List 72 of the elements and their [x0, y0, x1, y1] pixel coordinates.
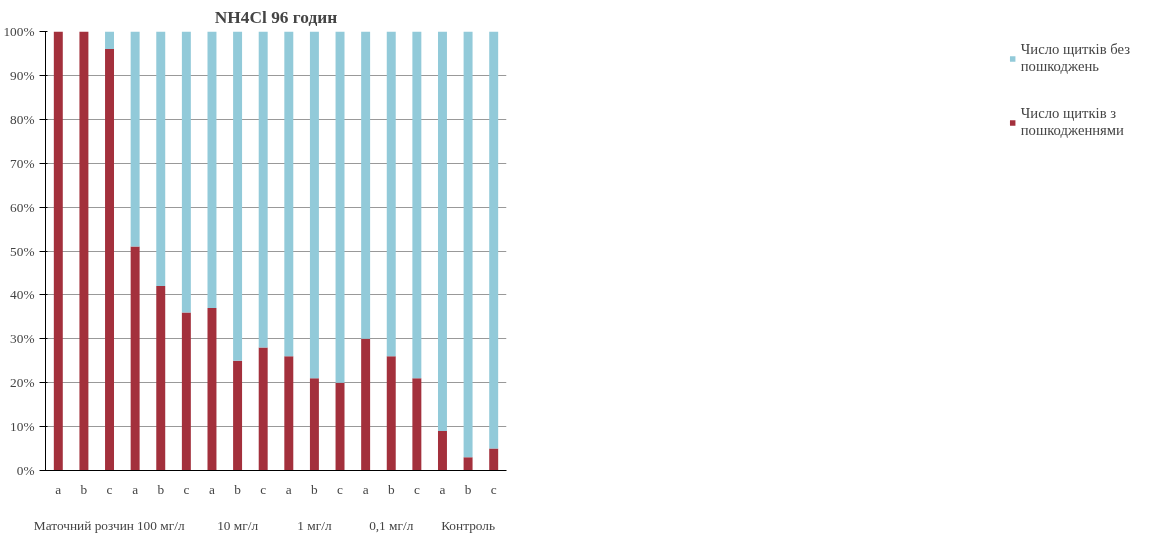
bar — [463, 457, 473, 471]
y-tick-label: 70% — [10, 155, 35, 171]
bar — [53, 31, 63, 471]
y-tick-label: 90% — [10, 67, 35, 83]
bar — [463, 31, 473, 458]
bar — [105, 49, 115, 471]
bar — [361, 338, 371, 471]
bar — [412, 378, 422, 471]
bar — [207, 308, 217, 471]
x-tick-label: c — [337, 481, 344, 497]
bar — [309, 31, 319, 379]
bar — [156, 31, 166, 287]
bar — [437, 31, 447, 431]
bar — [489, 448, 499, 471]
bar — [412, 31, 422, 379]
x-tick-label: b — [80, 481, 88, 497]
bar — [437, 430, 447, 471]
text: 100 мг/л — [136, 517, 185, 533]
y-tick-label: 100% — [3, 24, 35, 39]
bar — [233, 31, 243, 361]
x-tick-label: c — [260, 481, 267, 497]
bar — [489, 31, 499, 449]
x-tick-label: c — [183, 481, 190, 497]
bar — [284, 356, 294, 471]
bar — [361, 31, 371, 339]
x-tick-label: a — [209, 481, 216, 497]
text: 0,1 мг/л — [369, 517, 414, 533]
x-tick-label: b — [311, 481, 319, 497]
x-tick-label: a — [285, 481, 292, 497]
bar — [284, 31, 294, 357]
bar — [207, 31, 217, 309]
bar — [309, 378, 319, 471]
x-tick-label: c — [490, 481, 497, 497]
bar — [79, 31, 89, 471]
bar — [130, 31, 140, 247]
bar — [105, 31, 115, 50]
y-tick-label: 30% — [10, 331, 35, 347]
y-tick-label: 50% — [10, 243, 35, 259]
x-tick-label: b — [464, 481, 472, 497]
bar — [130, 246, 140, 471]
x-tick-label: b — [157, 481, 165, 497]
bar — [258, 31, 268, 348]
text: 10 мг/л — [217, 517, 259, 533]
bar — [335, 31, 345, 383]
text: 1 мг/л — [297, 517, 332, 533]
x-tick-label: a — [362, 481, 369, 497]
y-tick-label: 40% — [10, 287, 35, 303]
text: Маточний розчин — [33, 517, 134, 533]
y-tick-label: 10% — [10, 419, 35, 435]
x-tick-label: c — [413, 481, 420, 497]
x-tick-label: c — [106, 481, 113, 497]
bar — [335, 382, 345, 471]
y-tick-label: 20% — [10, 375, 35, 391]
x-tick-label: a — [132, 481, 139, 497]
bar — [258, 347, 268, 471]
chart-title: NH4Cl 96 годин — [214, 7, 338, 27]
bar — [181, 312, 191, 471]
legend-label: Число щитків з пошкодженнями — [1020, 105, 1124, 139]
y-tick-label: 80% — [10, 111, 35, 127]
x-tick-label: b — [234, 481, 242, 497]
legend-label: Число щитків без пошкоджень — [1020, 41, 1130, 75]
x-tick-label: a — [439, 481, 446, 497]
bar — [156, 286, 166, 471]
bar — [386, 356, 396, 471]
x-tick-label: b — [387, 481, 395, 497]
x-tick-label: a — [55, 481, 62, 497]
y-tick-label: 0% — [16, 463, 35, 478]
bar — [181, 31, 191, 313]
y-tick-label: 60% — [10, 199, 35, 215]
bar — [386, 31, 396, 357]
bar — [233, 360, 243, 471]
text: Контроль — [441, 517, 496, 533]
